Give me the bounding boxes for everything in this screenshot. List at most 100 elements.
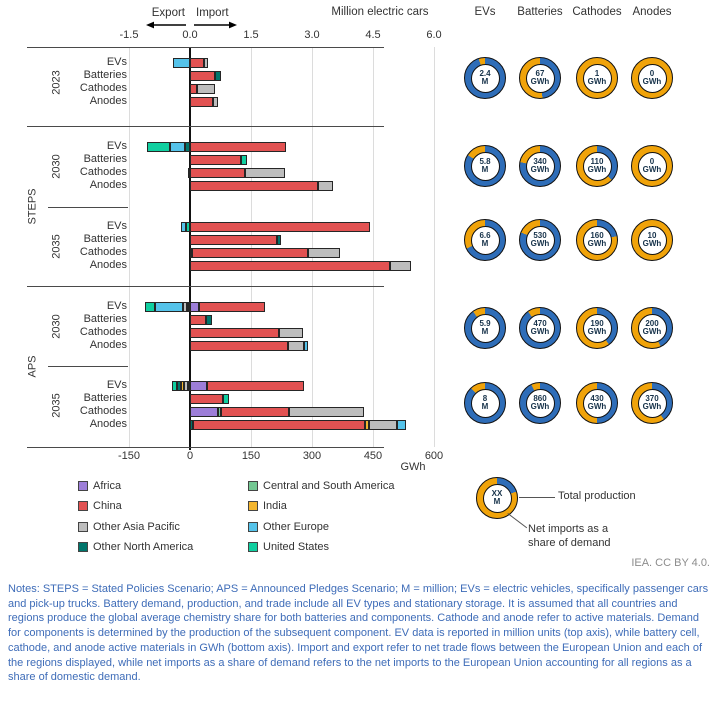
bar-segment-china bbox=[193, 420, 365, 430]
legend-label: Other North America bbox=[93, 541, 194, 553]
bar-segment-china bbox=[190, 142, 286, 152]
production-donut: 370 GWh bbox=[631, 382, 673, 424]
bar-segment-china bbox=[190, 341, 289, 351]
donut-center-value: 160 GWh bbox=[582, 225, 612, 255]
bar-segment-china bbox=[192, 248, 308, 258]
legend-swatch bbox=[248, 501, 258, 511]
production-donut: 430 GWh bbox=[576, 382, 618, 424]
legend-item: Africa bbox=[78, 479, 121, 492]
bar-row-label: Batteries bbox=[83, 69, 127, 81]
legend-item: India bbox=[248, 500, 287, 513]
export-axis-label: Export bbox=[151, 7, 185, 19]
bar-segment-united-states bbox=[144, 302, 156, 312]
bar-segment-other-europe bbox=[396, 420, 406, 430]
bar-segment-united-states bbox=[146, 142, 171, 152]
bar-segment-other-asia-pacific bbox=[182, 302, 188, 312]
production-donut: 2.4 M bbox=[464, 57, 506, 99]
donut-center-value: 200 GWh bbox=[637, 313, 667, 343]
bar-segment-other-asia-pacific bbox=[288, 407, 365, 417]
bar-segment-united-states bbox=[222, 394, 229, 404]
donut-center-value: 430 GWh bbox=[582, 388, 612, 418]
legend-swatch bbox=[78, 521, 88, 532]
bar-segment-other-europe bbox=[155, 302, 183, 312]
donut-center-value: 370 GWh bbox=[637, 388, 667, 418]
bar-segment-united-states bbox=[185, 222, 190, 232]
bar-segment-other-asia-pacific bbox=[204, 58, 209, 68]
production-donut: 5.8 M bbox=[464, 145, 506, 187]
bar-segment-china bbox=[190, 97, 213, 107]
production-donut: 5.9 M bbox=[464, 307, 506, 349]
legend-swatch bbox=[248, 480, 258, 491]
bar-segment-china bbox=[190, 58, 205, 68]
bar-segment-other-north-america bbox=[276, 235, 282, 245]
bar-segment-africa bbox=[190, 302, 199, 312]
legend-item: Other North America bbox=[78, 541, 193, 554]
bottom-axis-unit-label: GWh bbox=[400, 461, 426, 473]
bar-segment-other-asia-pacific bbox=[183, 381, 188, 391]
bar-row-label: Anodes bbox=[89, 259, 127, 271]
bar-segment-china bbox=[190, 181, 319, 191]
donut-column-header-anodes: Anodes bbox=[632, 6, 672, 18]
bar-row-label: Anodes bbox=[89, 95, 127, 107]
production-donut: 470 GWh bbox=[519, 307, 561, 349]
donut-center-value: 0 GWh bbox=[637, 63, 667, 93]
bottom-axis-tick-label: 450 bbox=[363, 450, 383, 462]
bar-row-label: Batteries bbox=[83, 313, 127, 325]
group-separator-line bbox=[27, 447, 384, 448]
gridline bbox=[433, 47, 435, 447]
net-imports-share-label-line2: share of demand bbox=[528, 536, 611, 549]
production-donut: 340 GWh bbox=[519, 145, 561, 187]
donut-center-value: 2.4 M bbox=[470, 63, 500, 93]
top-axis-tick-label: 4.5 bbox=[365, 29, 381, 41]
bar-segment-other-asia-pacific bbox=[368, 420, 397, 430]
bar-segment-central-and-south-america bbox=[218, 407, 221, 417]
bar-segment-united-states bbox=[240, 155, 247, 165]
bar-segment-china bbox=[190, 328, 280, 338]
group-separator-line bbox=[27, 47, 384, 48]
legend-swatch bbox=[78, 480, 88, 491]
top-axis-tick-label: 1.5 bbox=[243, 29, 259, 41]
bar-segment-china bbox=[190, 235, 277, 245]
bar-segment-china bbox=[190, 394, 223, 404]
legend-item: Other Europe bbox=[248, 520, 329, 533]
legend-label: Other Asia Pacific bbox=[93, 520, 180, 533]
production-legend-donut: XX M bbox=[476, 477, 518, 519]
bar-segment-china bbox=[220, 407, 289, 417]
bar-segment-india bbox=[364, 420, 369, 430]
bar-segment-china bbox=[198, 302, 265, 312]
bar-segment-china bbox=[190, 261, 391, 271]
bottom-axis-tick-label: 150 bbox=[241, 450, 261, 462]
bar-segment-china bbox=[190, 71, 216, 81]
bar-segment-africa bbox=[190, 407, 219, 417]
donut-center-value: 0 GWh bbox=[637, 151, 667, 181]
gridline bbox=[250, 47, 252, 447]
group-separator-line bbox=[27, 286, 384, 287]
bar-row-label: EVs bbox=[106, 300, 127, 312]
bar-row-label: Cathodes bbox=[79, 246, 127, 258]
bar-segment-other-asia-pacific bbox=[318, 181, 334, 191]
donut-center-value: 6.6 M bbox=[470, 225, 500, 255]
legend-swatch bbox=[248, 521, 258, 532]
legend-label: India bbox=[263, 500, 287, 512]
donut-center-value: 860 GWh bbox=[525, 388, 555, 418]
bar-row-label: EVs bbox=[106, 220, 127, 232]
legend-item: Central and South America bbox=[248, 479, 394, 492]
donut-center-value: 340 GWh bbox=[525, 151, 555, 181]
donut-column-header-cathodes: Cathodes bbox=[572, 6, 622, 18]
bar-row-label: EVs bbox=[106, 379, 127, 391]
production-donut: 110 GWh bbox=[576, 145, 618, 187]
production-donut: 6.6 M bbox=[464, 219, 506, 261]
subgroup-separator-line bbox=[48, 366, 128, 367]
bar-segment-other-asia-pacific bbox=[307, 248, 340, 258]
bar-segment-other-europe bbox=[303, 341, 308, 351]
bar-row-label: Anodes bbox=[89, 179, 127, 191]
donut-center-value: 470 GWh bbox=[525, 313, 555, 343]
year-label: 2035 bbox=[50, 393, 63, 418]
production-donut: 860 GWh bbox=[519, 382, 561, 424]
bar-segment-india bbox=[180, 381, 184, 391]
import-axis-label: Import bbox=[196, 7, 229, 19]
production-donut: 1 GWh bbox=[576, 57, 618, 99]
production-donut: 0 GWh bbox=[631, 145, 673, 187]
